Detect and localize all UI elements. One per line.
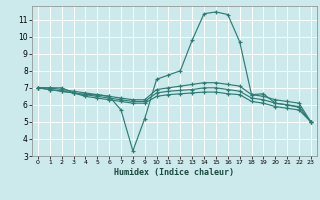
- X-axis label: Humidex (Indice chaleur): Humidex (Indice chaleur): [115, 168, 234, 177]
